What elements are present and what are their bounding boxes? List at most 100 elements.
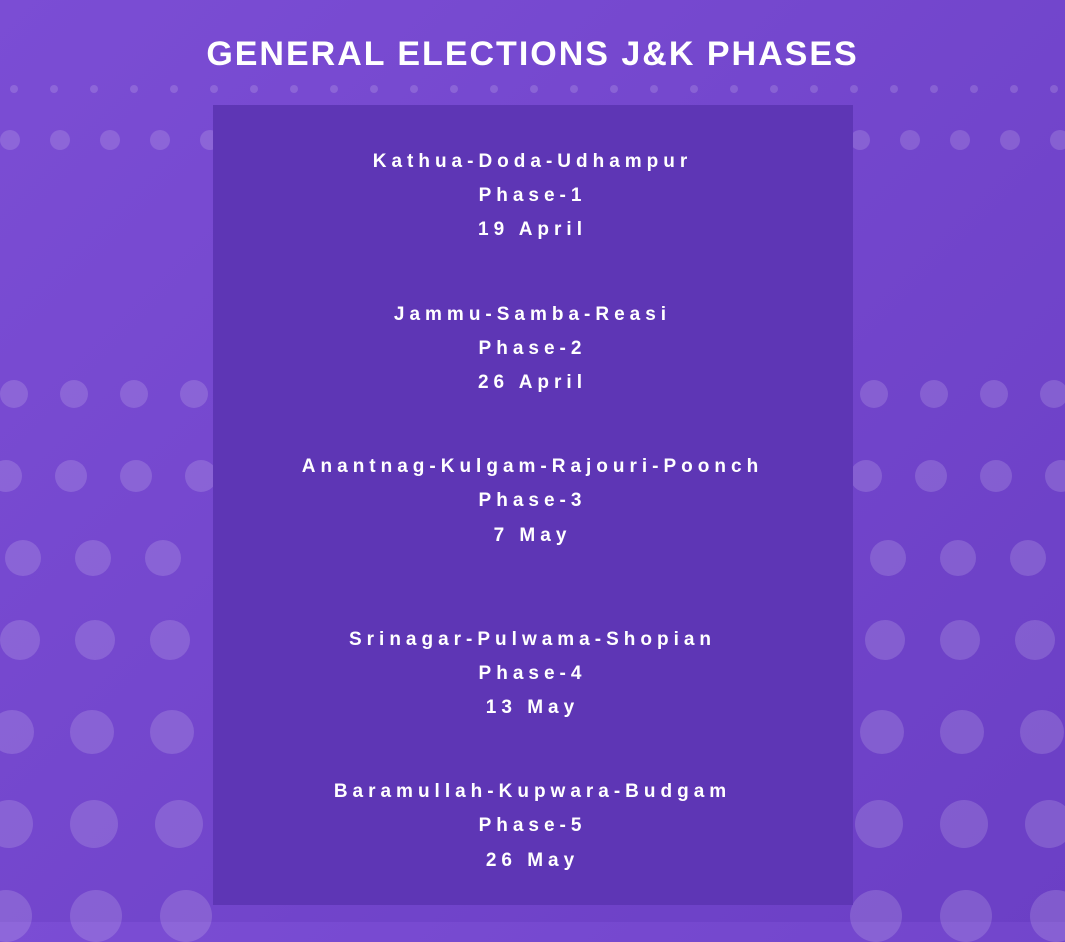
decorative-dot: [920, 380, 948, 408]
decorative-dot: [940, 620, 980, 660]
decorative-dot: [1025, 800, 1065, 848]
decorative-dot: [50, 85, 58, 93]
decorative-dot: [250, 85, 258, 93]
decorative-dot: [730, 85, 738, 93]
decorative-dot: [1050, 85, 1058, 93]
decorative-dot: [100, 130, 120, 150]
decorative-dot: [855, 800, 903, 848]
decorative-dot: [330, 85, 338, 93]
phase-block: Srinagar-Pulwama-ShopianPhase-413 May: [349, 623, 716, 726]
phase-constituency: Jammu-Samba-Reasi: [394, 298, 671, 332]
decorative-dot: [170, 85, 178, 93]
decorative-dot: [5, 540, 41, 576]
decorative-dot: [915, 460, 947, 492]
decorative-dot: [980, 380, 1008, 408]
phase-block: Anantnag-Kulgam-Rajouri-PoonchPhase-37 M…: [302, 450, 763, 553]
decorative-dot: [450, 85, 458, 93]
decorative-dot: [850, 130, 870, 150]
decorative-dot: [50, 130, 70, 150]
decorative-dot: [75, 540, 111, 576]
decorative-dot: [60, 380, 88, 408]
decorative-dot: [1010, 85, 1018, 93]
decorative-dot: [650, 85, 658, 93]
decorative-dot: [1010, 540, 1046, 576]
decorative-dot: [1045, 460, 1065, 492]
decorative-dot: [810, 85, 818, 93]
decorative-dot: [870, 540, 906, 576]
decorative-dot: [120, 380, 148, 408]
phase-date: 19 April: [373, 213, 693, 247]
decorative-dot: [10, 85, 18, 93]
decorative-dot: [0, 460, 22, 492]
decorative-dot: [690, 85, 698, 93]
decorative-dot: [55, 460, 87, 492]
decorative-dot: [370, 85, 378, 93]
decorative-dot: [860, 380, 888, 408]
decorative-dot: [570, 85, 578, 93]
decorative-dot: [980, 460, 1012, 492]
decorative-dot: [0, 710, 34, 754]
decorative-dot: [0, 800, 33, 848]
decorative-dot: [0, 620, 40, 660]
decorative-dot: [900, 130, 920, 150]
decorative-dot: [150, 620, 190, 660]
decorative-dot: [130, 85, 138, 93]
decorative-dot: [160, 890, 212, 942]
decorative-dot: [850, 85, 858, 93]
decorative-dot: [850, 460, 882, 492]
phase-constituency: Baramullah-Kupwara-Budgam: [334, 775, 731, 809]
decorative-dot: [0, 890, 32, 942]
phases-panel: Kathua-Doda-UdhampurPhase-119 April Jammu…: [213, 105, 853, 905]
decorative-dot: [150, 130, 170, 150]
decorative-dot: [610, 85, 618, 93]
decorative-dot: [865, 620, 905, 660]
phase-label: Phase-4: [349, 657, 716, 691]
phase-constituency: Kathua-Doda-Udhampur: [373, 145, 693, 179]
decorative-dot: [155, 800, 203, 848]
decorative-dot: [145, 540, 181, 576]
decorative-dot: [850, 890, 902, 942]
decorative-dot: [770, 85, 778, 93]
phase-date: 13 May: [349, 691, 716, 725]
decorative-dot: [150, 710, 194, 754]
decorative-dot: [70, 710, 114, 754]
phase-constituency: Srinagar-Pulwama-Shopian: [349, 623, 716, 657]
decorative-dot: [70, 800, 118, 848]
decorative-dot: [940, 890, 992, 942]
decorative-dot: [0, 380, 28, 408]
phase-block: Baramullah-Kupwara-BudgamPhase-526 May: [334, 775, 731, 878]
decorative-dot: [75, 620, 115, 660]
decorative-dot: [890, 85, 898, 93]
decorative-dot: [530, 85, 538, 93]
decorative-dot: [70, 890, 122, 942]
decorative-dot: [1015, 620, 1055, 660]
decorative-dot: [940, 540, 976, 576]
decorative-dot: [1030, 890, 1065, 942]
phase-date: 26 April: [394, 366, 671, 400]
decorative-dot: [940, 710, 984, 754]
phase-constituency: Anantnag-Kulgam-Rajouri-Poonch: [302, 450, 763, 484]
phase-label: Phase-2: [394, 332, 671, 366]
decorative-dot: [940, 800, 988, 848]
decorative-dot: [180, 380, 208, 408]
decorative-dot: [1040, 380, 1065, 408]
decorative-dot: [290, 85, 298, 93]
decorative-dot: [490, 85, 498, 93]
phase-date: 26 May: [334, 844, 731, 878]
decorative-dot: [410, 85, 418, 93]
decorative-dot: [90, 85, 98, 93]
decorative-dot: [1000, 130, 1020, 150]
decorative-dot: [120, 460, 152, 492]
phase-label: Phase-1: [373, 179, 693, 213]
phase-block: Kathua-Doda-UdhampurPhase-119 April: [373, 145, 693, 248]
decorative-dot: [1020, 710, 1064, 754]
phase-date: 7 May: [302, 519, 763, 553]
decorative-dot: [970, 85, 978, 93]
decorative-dot: [210, 85, 218, 93]
decorative-dot: [860, 710, 904, 754]
decorative-dot: [0, 130, 20, 150]
phase-block: Jammu-Samba-ReasiPhase-226 April: [394, 298, 671, 401]
phase-label: Phase-3: [302, 484, 763, 518]
phase-label: Phase-5: [334, 809, 731, 843]
decorative-dot: [950, 130, 970, 150]
